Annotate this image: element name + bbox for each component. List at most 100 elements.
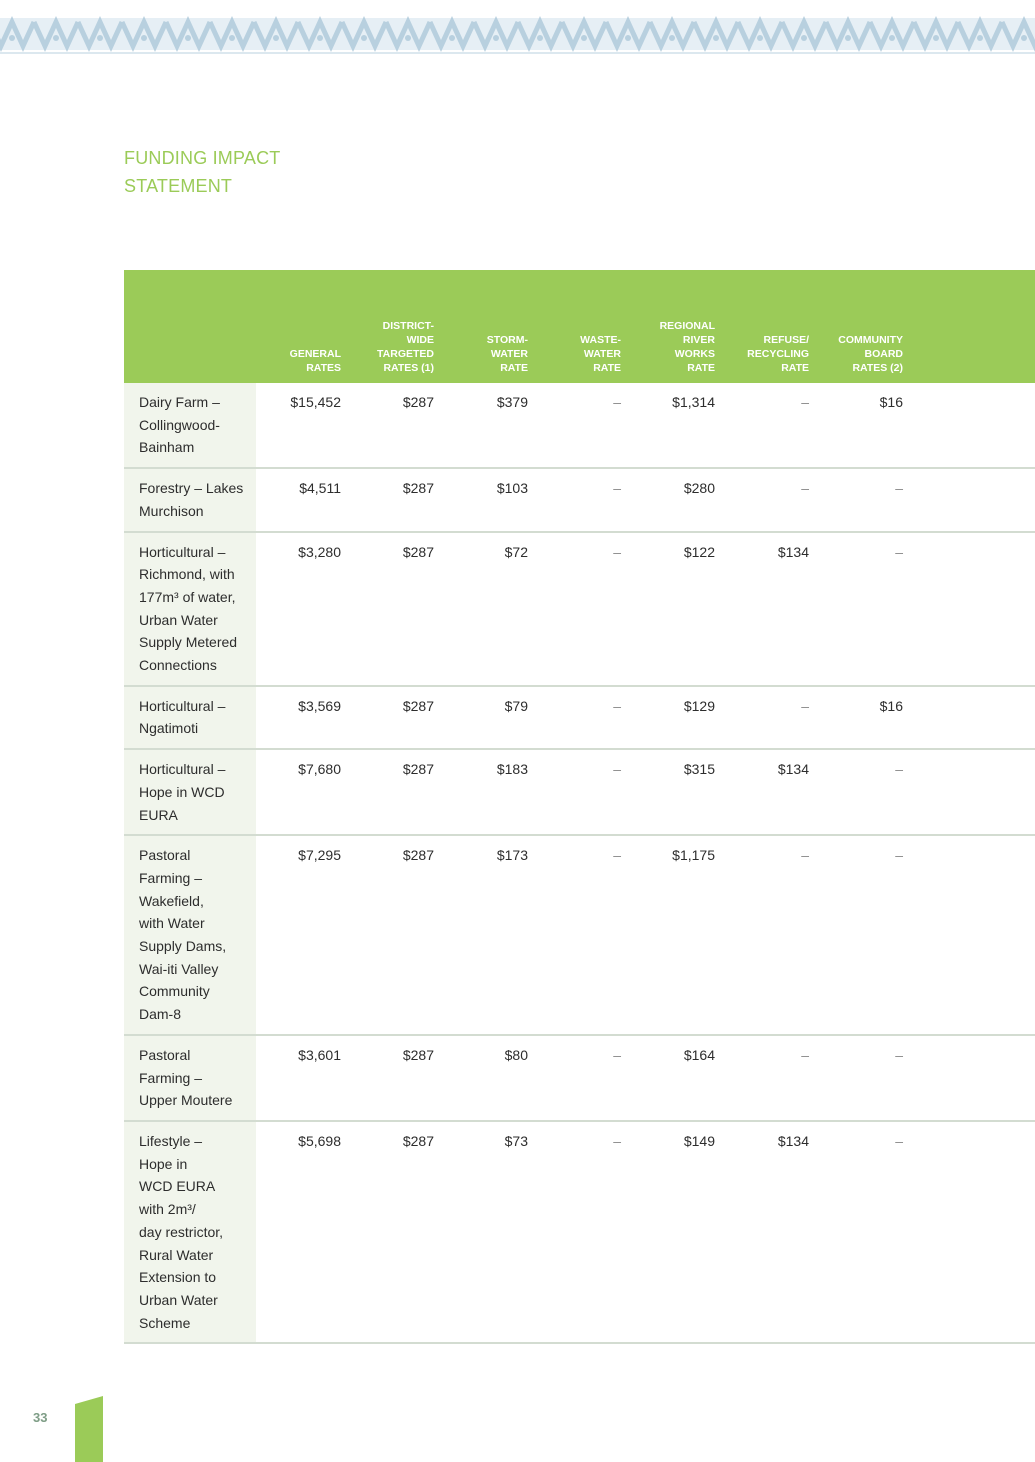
pattern-dot [53,35,59,41]
row-label-line: Horticultural – [139,761,226,778]
pattern-zigzag [691,15,741,53]
cell-river: $129 [683,697,715,714]
pattern-dot [801,35,807,41]
row-label: Lifestyle – Hope in WCD EURA with 2m³/day r… [124,1121,256,1343]
decorative-pattern-band [0,0,1035,58]
cell-refuse: – [801,480,809,497]
pattern-underline [0,52,1035,54]
row-label-line: Urban Water [139,611,218,628]
column-header-waste: WASTE- WATER RATE [521,270,621,375]
rates-table: GENERAL RATES DISTRICT- WIDE TARGETED RATES (… [124,270,1035,1345]
cell-waste: – [613,1132,621,1149]
cell-board: – [895,543,903,560]
cell-storm: $80 [504,1046,528,1063]
pattern-zigzag [295,15,345,53]
table-row: Forestry – Lakes Murchison $4,511 $287 $103 –… [124,469,1035,533]
pattern-dot [229,35,235,41]
column-header-line: DISTRICT- [382,320,434,332]
column-header-line: RECYCLING [747,348,809,360]
column-header-board: COMMUNITY BOARD RATES (2) [803,270,903,375]
row-label: Dairy Farm – Collingwood- Bainham [124,383,256,468]
pattern-graphic [0,15,1035,54]
table-row: Horticultural – Hope in WCD EURA $7,680 $287… [124,750,1035,837]
cell-waste: – [613,394,621,410]
column-header-refuse: REFUSE/RECYCLING RATE [709,270,809,375]
pattern-dot [581,35,587,41]
column-header-line: RATES [306,362,341,374]
cell-river: $280 [683,480,715,497]
column-header-line: RATE [687,362,715,374]
pattern-dot [537,35,543,41]
pattern-dot [449,35,455,41]
cell-river: $315 [683,761,715,778]
row-label-line: Rural Water [139,1246,214,1263]
column-header-district: DISTRICT- WIDE TARGETED RATES (1) [334,270,434,375]
cell-waste: – [613,543,621,560]
pattern-zigzag [339,15,389,53]
pattern-zigzag [647,15,697,53]
pattern-zigzag [251,15,301,53]
column-header-line: WIDE [406,334,434,346]
pattern-zigzag [559,15,609,53]
row-label: Forestry – Lakes Murchison [124,469,256,531]
pattern-dot [361,35,367,41]
column-header-line: WATER [490,348,528,360]
cell-board: – [895,1046,903,1063]
cell-river: $1,175 [672,847,715,864]
cell-waste: – [613,761,621,778]
cell-general: $4,511 [299,480,341,497]
pattern-zigzag [779,15,829,53]
row-label: Horticultural – Richmond, with 177m³ of wa… [124,532,256,685]
column-header-storm: STORM- WATER RATE [428,270,528,375]
pattern-zigzag [515,15,565,53]
row-label-line: Supply Metered [139,634,238,651]
row-label-line: Wakefield, [139,892,204,909]
page-title-line-2: STATEMENT [124,176,233,196]
page-number: 33 [33,1410,48,1425]
row-label-line: Richmond, with [139,566,235,583]
row-label-line: Collingwood- [139,416,220,433]
pattern-dot [889,35,895,41]
column-header-line: GENERAL [289,348,341,360]
row-label-line: Scheme [139,1314,191,1331]
row-label-line: Horticultural – [139,543,226,560]
cell-storm: $183 [496,761,528,778]
cell-general: $3,569 [298,697,341,714]
row-label-line: Extension to [139,1269,217,1286]
row-label-line: with Water [139,915,205,932]
column-header-line: WASTE- [580,334,621,346]
pattern-zigzag [955,15,1005,53]
pattern-dot [273,35,279,41]
row-label-line: with 2m³/ [139,1201,196,1218]
column-header-line: RATE [500,362,528,374]
row-label: Horticultural – Hope in WCD EURA [124,750,256,835]
column-header-line: STORM- [486,334,528,346]
row-label-line: Wai-iti Valley [139,960,219,977]
cell-refuse: – [801,697,809,714]
cell-river: $164 [683,1046,715,1063]
cell-waste: – [613,697,621,714]
column-header-line: RATES (2) [852,362,903,374]
pattern-zigzag [471,15,521,53]
cell-waste: – [613,480,621,497]
cell-board: – [895,761,903,778]
cell-refuse: – [801,847,809,864]
cell-waste: – [613,847,621,864]
cell-board: $16 [879,697,903,714]
cell-general: $7,680 [298,761,341,778]
pattern-zigzag [735,15,785,53]
row-label-line: Hope in WCD [139,783,225,800]
pattern-dot [405,35,411,41]
row-label-line: Murchison [139,502,204,519]
column-header-line: COMMUNITY [838,334,903,346]
column-header-line: RIVER [682,334,715,346]
pattern-zigzag [163,15,213,53]
cell-general: $5,698 [298,1132,341,1149]
row-label-line: EURA [139,806,178,823]
row-label-line: Bainham [139,439,195,456]
pattern-dot [933,35,939,41]
cell-general: $3,280 [298,543,341,560]
table-header: GENERAL RATES DISTRICT- WIDE TARGETED RATES (… [124,270,1035,383]
pattern-dot [9,35,15,41]
pattern-zigzag [75,15,125,53]
